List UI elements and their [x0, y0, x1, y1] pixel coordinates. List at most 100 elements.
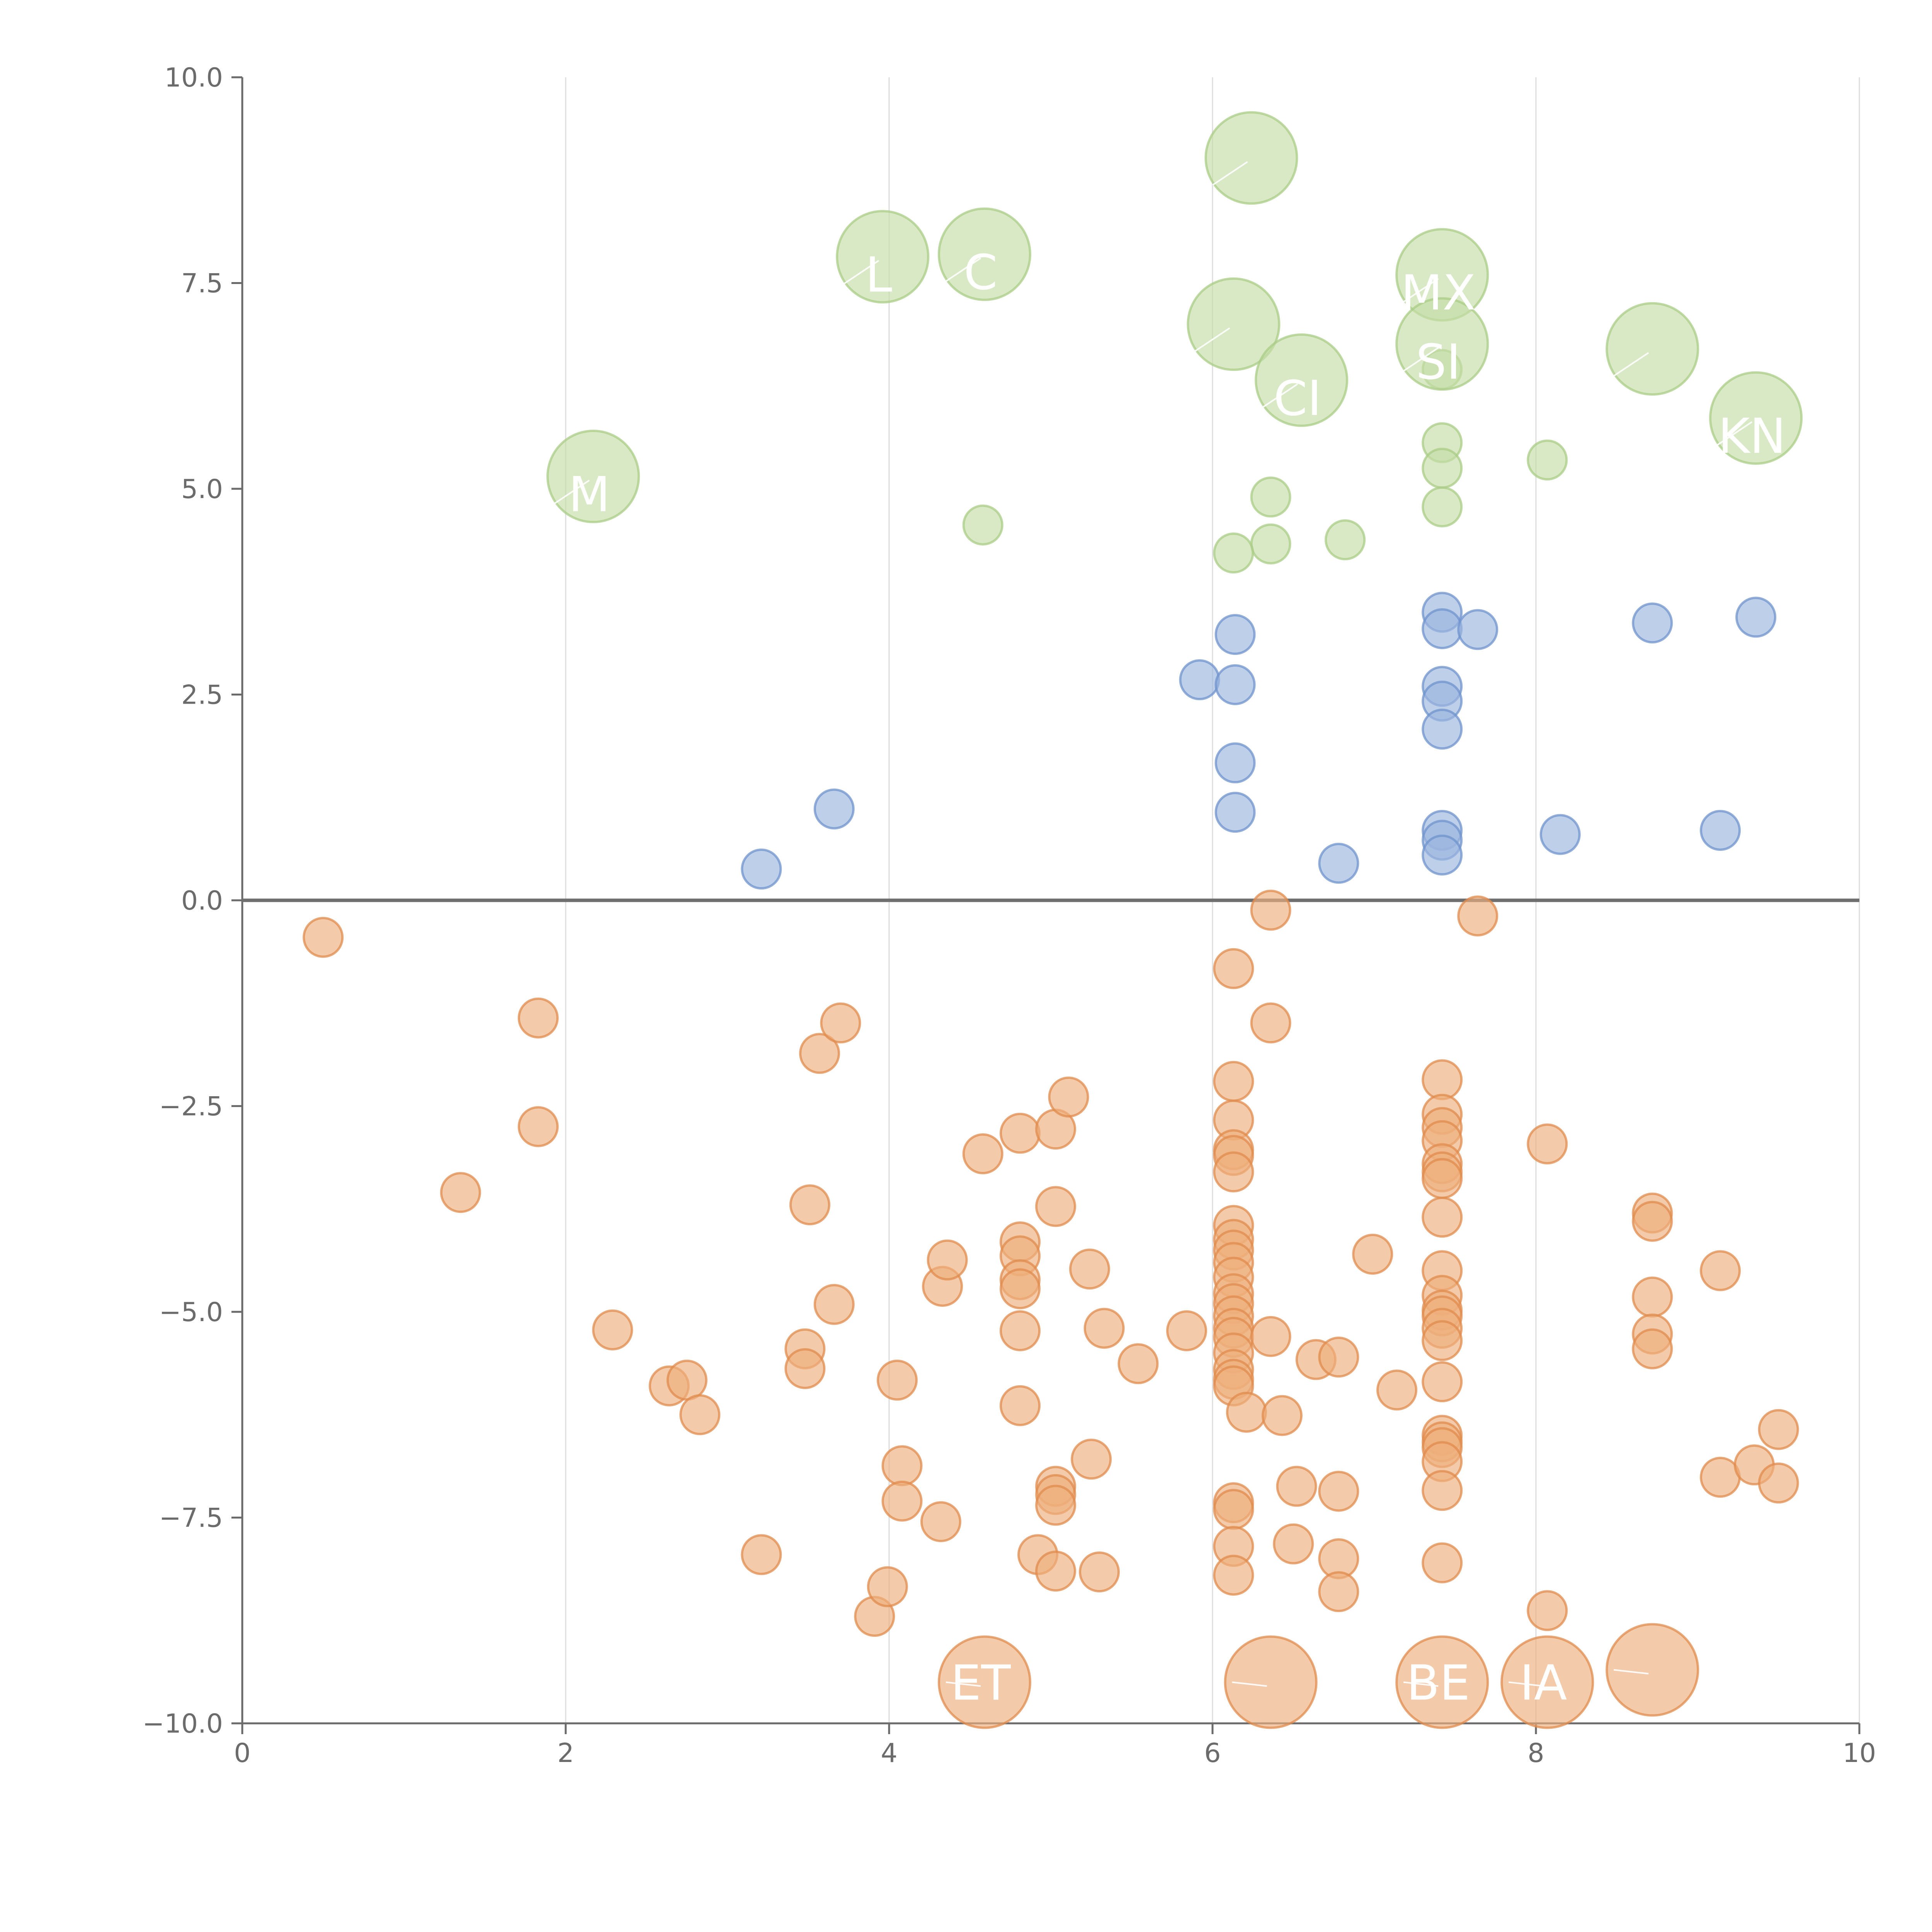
orange-bubble-small: [1632, 1201, 1673, 1242]
label-leader-line: [1717, 421, 1753, 446]
x-tick-label: 10: [1843, 1738, 1876, 1769]
orange-bubble-small: [1318, 1571, 1359, 1612]
orange-bubble-small: [1048, 1077, 1089, 1118]
orange-bubble-small: [881, 1480, 923, 1522]
orange-bubble-small: [303, 917, 344, 958]
orange-bubble-small: [1213, 1061, 1254, 1102]
orange-bubble-small: [876, 1359, 918, 1401]
orange-bubble-small: [920, 1501, 961, 1543]
blue-bubble-small: [1422, 608, 1463, 650]
orange-bubble-small: [666, 1359, 707, 1401]
orange-bubble-small: [1261, 1395, 1303, 1436]
orange-bubble-small: [927, 1239, 968, 1281]
orange-bubble-small: [1758, 1463, 1799, 1504]
x-tick-label: 8: [1527, 1738, 1544, 1769]
label-leader-line: [1614, 1669, 1649, 1675]
orange-bubble-small: [1079, 1551, 1120, 1593]
orange-bubble-small: [1117, 1343, 1159, 1384]
blue-bubble-small: [813, 788, 855, 830]
label-leader-line: [945, 257, 981, 282]
orange-bubble-small: [1069, 1248, 1110, 1290]
blue-bubble-small: [1422, 834, 1463, 876]
label-leader-line: [1232, 1681, 1267, 1687]
orange-bubble-small: [1422, 1320, 1463, 1361]
orange-bubble-small: [1250, 1002, 1291, 1044]
orange-bubble-small: [999, 1112, 1041, 1154]
green-bubble-large: [1204, 111, 1298, 205]
label-leader-line: [844, 260, 879, 285]
orange-bubble-small: [1213, 1554, 1254, 1596]
orange-bubble-small: [1422, 1059, 1463, 1100]
green-bubble-large: [1395, 297, 1489, 391]
orange-bubble-small: [1422, 1158, 1463, 1199]
orange-bubble-small: [1071, 1439, 1112, 1480]
orange-bubble-small: [1422, 1361, 1463, 1403]
y-tick-label: −10.0: [143, 1709, 223, 1739]
y-tick-label: −2.5: [159, 1092, 223, 1122]
green-bubble-large: [1709, 371, 1803, 465]
orange-bubble-small: [679, 1394, 721, 1435]
orange-bubble-large: [1500, 1635, 1594, 1729]
axes: 0 2 4 6 8 10 −10.0 −7.5 −5.0 −2.5 0.0 2.5 5.0 7.5 10.0: [143, 63, 1876, 1769]
label-leader-line: [946, 1681, 981, 1687]
blue-bubble-small: [1539, 814, 1581, 855]
x-tick-label: 2: [557, 1738, 574, 1769]
bubbles: [303, 111, 1803, 1729]
label-leader-line: [1194, 327, 1230, 352]
bubble-label: C: [964, 245, 997, 301]
orange-bubble-small: [1318, 1337, 1359, 1378]
label-leader-line: [1212, 161, 1248, 186]
bubble-label: CI: [1274, 371, 1321, 427]
orange-bubble-small: [1422, 1197, 1463, 1238]
orange-bubble-small: [1250, 1316, 1291, 1357]
orange-bubble-small: [1318, 1471, 1359, 1512]
blue-bubble-small: [1457, 609, 1498, 650]
label-leader-line: [1403, 1681, 1439, 1687]
orange-bubble-small: [1250, 889, 1291, 931]
green-bubble-large: [1255, 333, 1349, 427]
bubble-label: BE: [1406, 1655, 1470, 1711]
orange-bubble-small: [820, 1002, 861, 1044]
orange-bubble-small: [867, 1566, 908, 1607]
orange-bubble-large: [1395, 1635, 1489, 1729]
green-bubble-small: [962, 504, 1003, 546]
green-bubble-small: [1527, 439, 1568, 481]
orange-bubble-small: [1035, 1550, 1077, 1592]
green-bubble-large: [937, 207, 1031, 301]
orange-bubble-small: [1527, 1590, 1568, 1631]
bubble-label: L: [865, 247, 892, 303]
y-tick-label: 2.5: [181, 680, 223, 711]
y-tick-label: 10.0: [165, 63, 223, 93]
label-leader-line: [1509, 1681, 1544, 1687]
green-bubble-small: [1422, 447, 1463, 489]
orange-bubble-small: [1457, 895, 1498, 937]
orange-bubble-small: [1276, 1466, 1317, 1507]
label-leader-line: [1613, 352, 1649, 377]
orange-bubble-small: [784, 1348, 826, 1389]
green-bubble-small: [1213, 532, 1254, 574]
blue-bubble-small: [1214, 742, 1256, 784]
blue-bubble-small: [1735, 597, 1777, 638]
bubble-label: MX: [1401, 265, 1476, 321]
orange-bubble-small: [999, 1268, 1041, 1310]
label-leader-line: [1262, 383, 1298, 408]
x-tick-label: 6: [1204, 1738, 1221, 1769]
blue-bubble-small: [1214, 792, 1256, 833]
orange-bubble-small: [1527, 1123, 1568, 1165]
green-bubble-large: [546, 430, 640, 524]
green-bubble-small: [1422, 486, 1463, 527]
orange-bubble-small: [813, 1284, 855, 1325]
bubble-label: KN: [1718, 408, 1786, 464]
orange-bubble-small: [1273, 1523, 1314, 1565]
orange-bubble-large: [1605, 1623, 1699, 1717]
blue-bubble-small: [1632, 602, 1673, 644]
orange-bubble-large: [937, 1635, 1031, 1729]
bubble-label: ET: [951, 1655, 1011, 1711]
bubble-label: SI: [1416, 334, 1461, 390]
bubble-label: M: [568, 467, 610, 523]
orange-bubble-small: [962, 1133, 1003, 1175]
orange-bubble-small: [440, 1172, 481, 1213]
orange-bubble-small: [1422, 1542, 1463, 1583]
orange-bubble-small: [741, 1534, 782, 1575]
